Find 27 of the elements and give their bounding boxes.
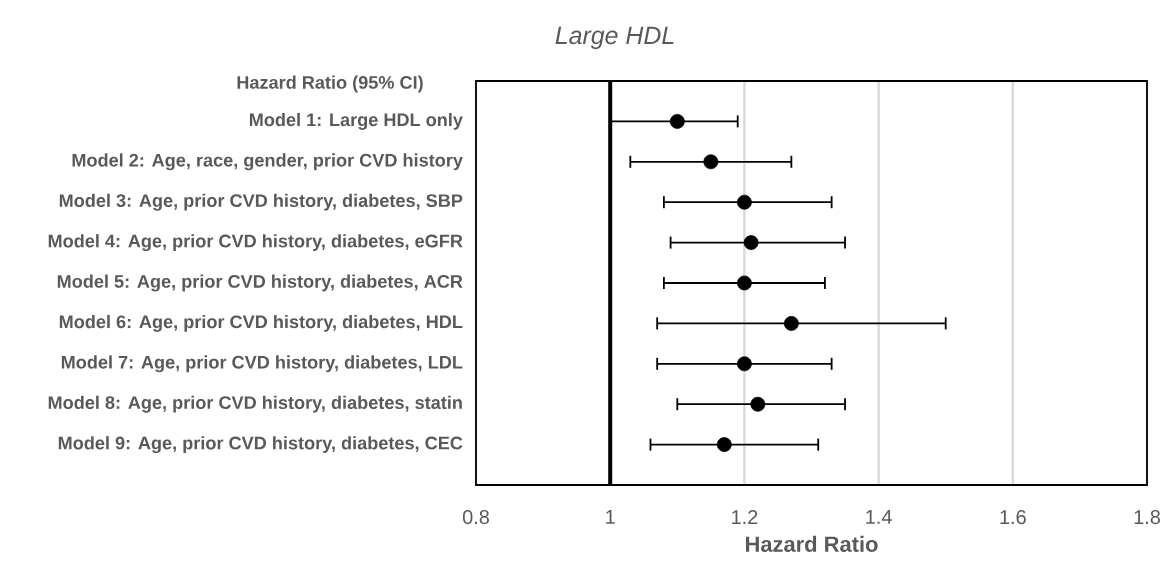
x-tick-label: 1.6 (1000, 510, 1026, 525)
point (750, 396, 766, 412)
point (783, 316, 799, 331)
x-tick-label: 1.4 (866, 510, 892, 524)
point (737, 194, 752, 210)
y-tick-label: Model 5: Age, prior CVD history, diabetes, ACR (57, 274, 463, 292)
x-axis-title: Hazard Ratio (745, 535, 878, 552)
point (737, 356, 752, 372)
x-tick-label: 1 (606, 510, 615, 524)
y-tick-label: Model 7: Age, prior CVD history, diabetes, LDL (61, 355, 463, 373)
y-tick-label: Model 2: Age, race, gender, prior CVD history (72, 153, 463, 171)
y-tick-label: Model 8: Age, prior CVD history, diabetes, statin (48, 395, 462, 413)
x-tick-label: 0.8 (462, 510, 489, 525)
point (737, 275, 752, 291)
text: Hazard Ratio (95% CI) (237, 75, 423, 93)
point (703, 154, 719, 170)
x-tick-label: 1.8 (1134, 510, 1160, 525)
y-tick-label: Model 6: Age, prior CVD history, diabetes, HDL (59, 314, 463, 332)
chart-title: Large HDL (555, 26, 674, 50)
y-tick-label: Model 9: Age, prior CVD history, diabetes, CEC (58, 436, 463, 454)
point (669, 114, 685, 129)
point (716, 437, 732, 452)
y-tick-label: Model 1: Large HDL only (249, 112, 463, 130)
point (743, 235, 759, 250)
x-tick-label: 1.2 (732, 510, 758, 524)
y-tick-label: Model 3: Age, prior CVD history, diabetes, SBP (59, 193, 463, 211)
y-tick-label: Model 4: Age, prior CVD history, diabetes, eGFR (48, 234, 463, 252)
